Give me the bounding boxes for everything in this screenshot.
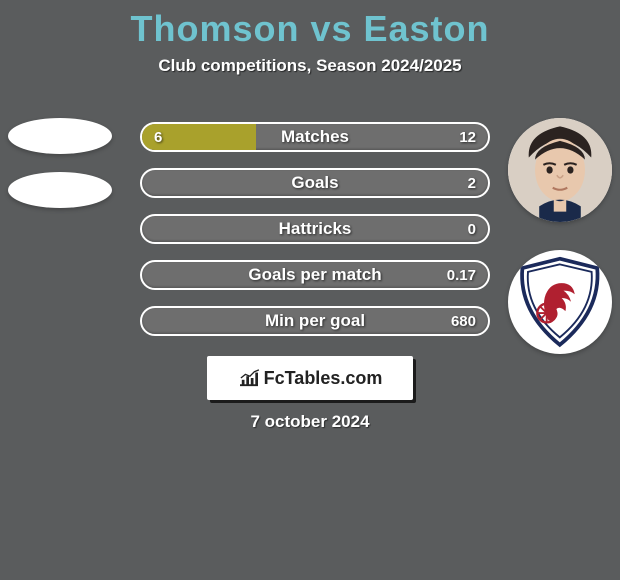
left-player-avatar-placeholder xyxy=(8,118,112,154)
stat-label: Goals xyxy=(142,170,488,196)
attribution-text: FcTables.com xyxy=(264,368,383,389)
subtitle: Club competitions, Season 2024/2025 xyxy=(0,56,620,76)
stats-bars: Matches612Goals2Hattricks0Goals per matc… xyxy=(140,122,490,352)
right-player-avatar xyxy=(508,118,612,222)
right-avatars xyxy=(508,118,612,382)
page-title: Thomson vs Easton xyxy=(0,0,620,50)
attribution-badge[interactable]: FcTables.com xyxy=(207,356,413,400)
stat-label: Hattricks xyxy=(142,216,488,242)
stat-value-right: 0 xyxy=(468,216,476,242)
stat-label: Min per goal xyxy=(142,308,488,334)
stat-label: Goals per match xyxy=(142,262,488,288)
chart-icon xyxy=(238,369,260,387)
stat-value-right: 12 xyxy=(459,124,476,150)
club-badge-icon xyxy=(513,255,607,349)
stat-value-right: 2 xyxy=(468,170,476,196)
right-club-badge xyxy=(508,250,612,354)
stat-value-left: 6 xyxy=(154,124,162,150)
stat-row: Goals per match0.17 xyxy=(140,260,490,290)
player-face-icon xyxy=(508,118,612,222)
stat-value-right: 680 xyxy=(451,308,476,334)
left-avatars xyxy=(8,118,112,226)
comparison-card: Thomson vs Easton Club competitions, Sea… xyxy=(0,0,620,580)
stat-row: Hattricks0 xyxy=(140,214,490,244)
stat-row: Min per goal680 xyxy=(140,306,490,336)
left-club-badge-placeholder xyxy=(8,172,112,208)
date-text: 7 october 2024 xyxy=(0,412,620,432)
stat-row: Matches612 xyxy=(140,122,490,152)
stat-value-right: 0.17 xyxy=(447,262,476,288)
stat-row: Goals2 xyxy=(140,168,490,198)
